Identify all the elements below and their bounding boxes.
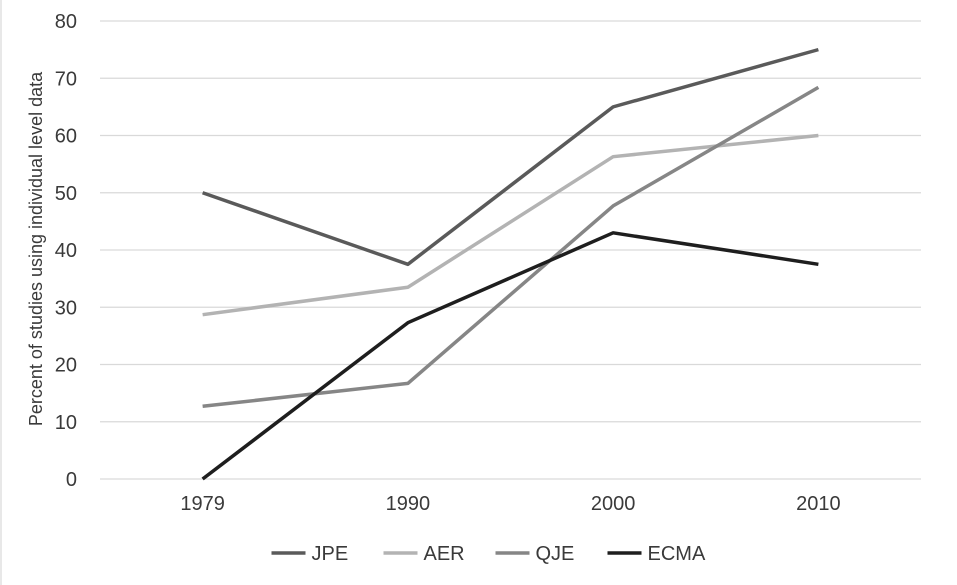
x-axis-ticks: 1979 1990 2000 2010 bbox=[180, 493, 840, 515]
y-axis-label: Percent of studies using individual leve… bbox=[26, 71, 46, 426]
y-tick-label: 10 bbox=[55, 412, 77, 434]
x-tick-label: 1990 bbox=[386, 493, 431, 515]
legend-label-jpe: JPE bbox=[312, 543, 349, 565]
y-tick-label: 70 bbox=[55, 68, 77, 90]
y-tick-label: 60 bbox=[55, 126, 77, 148]
legend-label-aer: AER bbox=[424, 543, 465, 565]
series-line-qje bbox=[202, 85, 820, 409]
legend-label-ecma: ECMA bbox=[648, 543, 706, 565]
y-tick-label: 40 bbox=[55, 240, 77, 262]
series-lines bbox=[201, 47, 820, 481]
legend-label-qje: QJE bbox=[536, 543, 575, 565]
x-tick-label: 2010 bbox=[796, 493, 841, 515]
x-tick-label: 1979 bbox=[180, 493, 225, 515]
x-tick-label: 2000 bbox=[591, 493, 636, 515]
series-line-jpe bbox=[202, 47, 819, 267]
y-tick-label: 30 bbox=[55, 297, 77, 319]
legend: JPE AER QJE ECMA bbox=[271, 543, 706, 565]
y-tick-label: 80 bbox=[55, 11, 77, 33]
y-tick-label: 20 bbox=[55, 355, 77, 377]
gridlines bbox=[100, 20, 921, 480]
y-tick-label: 50 bbox=[55, 183, 77, 205]
series-line-ecma bbox=[201, 231, 819, 481]
y-tick-label: 0 bbox=[66, 469, 77, 491]
y-axis-ticks: 0 10 20 30 40 50 60 70 80 bbox=[55, 11, 77, 491]
